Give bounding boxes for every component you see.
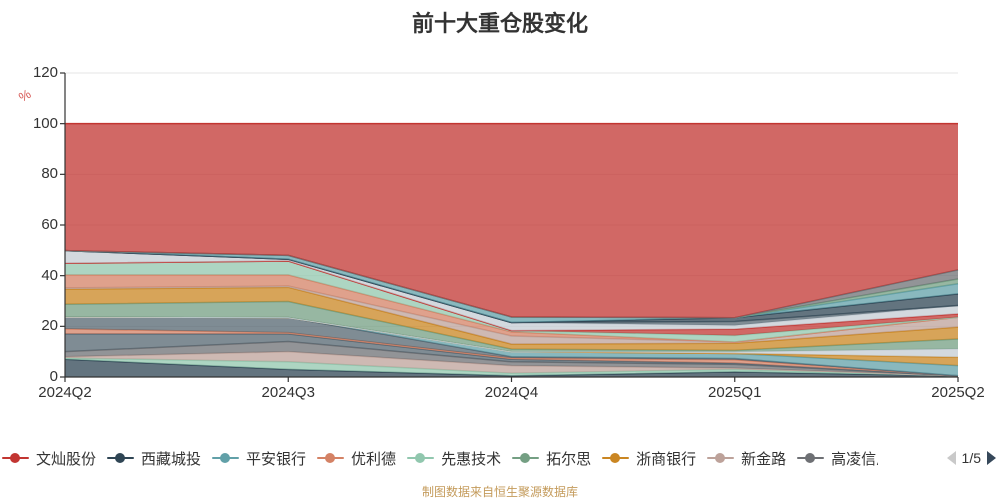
legend-label: 先惠技术 xyxy=(441,450,502,468)
area-series-s5 xyxy=(65,328,958,376)
x-axis-label: 2025Q2 xyxy=(931,384,985,401)
x-axis-label: 2024Q4 xyxy=(484,384,539,401)
legend-line-dot-icon xyxy=(797,451,825,465)
y-axis-label: 20 xyxy=(41,317,58,335)
x-axis-label: 2025Q1 xyxy=(708,384,762,401)
legend-line-dot-icon xyxy=(512,451,540,465)
legend-item-西藏城投[interactable]: 西藏城投 xyxy=(107,448,201,468)
legend-label: 西藏城投 xyxy=(141,450,202,468)
legend-next-icon[interactable] xyxy=(987,451,996,465)
x-axis-label: 2024Q2 xyxy=(38,384,92,401)
legend-page-indicator: 1/5 xyxy=(961,450,981,466)
legend-line-dot-icon xyxy=(107,451,135,465)
area-series-s9 xyxy=(65,316,958,358)
area-series-s6 xyxy=(65,316,958,376)
area-series-s4 xyxy=(65,333,958,376)
area-series-s2 xyxy=(65,351,958,376)
area-series-优利德 xyxy=(65,274,958,343)
y-axis-label: 120 xyxy=(32,64,58,81)
legend-line-dot-icon xyxy=(407,451,435,465)
area-series-s16 xyxy=(65,250,958,331)
legend-line-dot-icon xyxy=(212,451,240,465)
legend-label: 拓尔思 xyxy=(546,450,592,468)
legend-item-高凌信息[interactable]: 高凌信息 xyxy=(797,448,878,468)
legend-label: 优利德 xyxy=(351,450,397,468)
legend-item-新金路[interactable]: 新金路 xyxy=(707,448,786,468)
legend-item-优利德[interactable]: 优利德 xyxy=(317,448,396,468)
legend: 文灿股份 西藏城投 平安银行 优利德 先惠技术 拓尔思 浙商银行 新金路 高凌信息 xyxy=(2,448,936,468)
legend-line-dot-icon xyxy=(2,451,29,465)
legend-line-dot-icon xyxy=(317,451,345,465)
x-axis-label: 2024Q3 xyxy=(261,384,315,401)
area-series-高凌信息 xyxy=(65,341,958,376)
area-series-浙商银行 xyxy=(65,287,958,351)
legend-item-平安银行[interactable]: 平安银行 xyxy=(212,448,306,468)
y-axis-label: 0 xyxy=(49,368,58,385)
y-axis-label: 80 xyxy=(41,165,58,183)
legend-label: 平安银行 xyxy=(246,450,307,468)
y-axis-label: 60 xyxy=(41,216,58,233)
legend-line-dot-icon xyxy=(707,451,735,465)
legend-line-dot-icon xyxy=(602,451,630,465)
area-series-先惠技术 xyxy=(65,260,958,343)
legend-item-浙商银行[interactable]: 浙商银行 xyxy=(602,448,696,468)
data-source-note: 制图数据来自恒生聚源数据库 xyxy=(421,485,578,499)
legend-label: 浙商银行 xyxy=(636,450,697,468)
legend-label: 新金路 xyxy=(741,450,787,468)
legend-prev-icon[interactable] xyxy=(946,451,956,465)
legend-item-拓尔思[interactable]: 拓尔思 xyxy=(512,448,591,468)
y-axis-label: 40 xyxy=(41,266,58,284)
y-axis-label: 100 xyxy=(32,114,58,132)
legend-item-先惠技术[interactable]: 先惠技术 xyxy=(407,448,501,468)
legend-pager: 1/5 xyxy=(946,448,996,468)
legend-label: 高凌信息 xyxy=(831,450,878,468)
legend-label: 文灿股份 xyxy=(36,450,97,468)
area-series-拓尔思 xyxy=(65,301,958,352)
chart-title: 前十大重仓股变化 xyxy=(411,11,588,36)
legend-item-文灿股份[interactable]: 文灿股份 xyxy=(2,448,96,468)
area-series-文灿股份 xyxy=(65,123,958,318)
